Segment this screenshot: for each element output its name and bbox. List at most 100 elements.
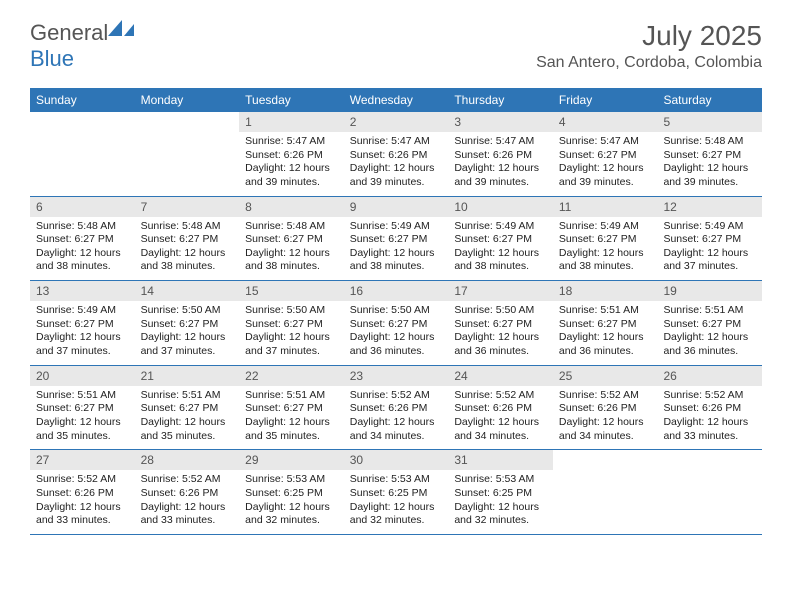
day-cell: 2Sunrise: 5:47 AMSunset: 6:26 PMDaylight… [344, 112, 449, 196]
day-cell: 3Sunrise: 5:47 AMSunset: 6:26 PMDaylight… [448, 112, 553, 196]
day-cell: 30Sunrise: 5:53 AMSunset: 6:25 PMDayligh… [344, 450, 449, 534]
day-cell: 21Sunrise: 5:51 AMSunset: 6:27 PMDayligh… [135, 366, 240, 450]
day-cell: 24Sunrise: 5:52 AMSunset: 6:26 PMDayligh… [448, 366, 553, 450]
empty-day-cell [553, 450, 658, 534]
day-cell: 18Sunrise: 5:51 AMSunset: 6:27 PMDayligh… [553, 281, 658, 365]
day-content: Sunrise: 5:51 AMSunset: 6:27 PMDaylight:… [30, 386, 135, 450]
day-cell: 22Sunrise: 5:51 AMSunset: 6:27 PMDayligh… [239, 366, 344, 450]
day-content: Sunrise: 5:49 AMSunset: 6:27 PMDaylight:… [448, 217, 553, 281]
day-cell: 6Sunrise: 5:48 AMSunset: 6:27 PMDaylight… [30, 197, 135, 281]
day-content: Sunrise: 5:48 AMSunset: 6:27 PMDaylight:… [135, 217, 240, 281]
day-content: Sunrise: 5:49 AMSunset: 6:27 PMDaylight:… [657, 217, 762, 281]
day-content: Sunrise: 5:52 AMSunset: 6:26 PMDaylight:… [657, 386, 762, 450]
day-cell: 13Sunrise: 5:49 AMSunset: 6:27 PMDayligh… [30, 281, 135, 365]
day-number: 1 [239, 112, 344, 132]
day-cell: 27Sunrise: 5:52 AMSunset: 6:26 PMDayligh… [30, 450, 135, 534]
day-number: 10 [448, 197, 553, 217]
day-number: 27 [30, 450, 135, 470]
day-content: Sunrise: 5:47 AMSunset: 6:26 PMDaylight:… [448, 132, 553, 196]
day-number: 23 [344, 366, 449, 386]
day-cell: 28Sunrise: 5:52 AMSunset: 6:26 PMDayligh… [135, 450, 240, 534]
day-number: 8 [239, 197, 344, 217]
day-number: 17 [448, 281, 553, 301]
day-number: 3 [448, 112, 553, 132]
day-content: Sunrise: 5:50 AMSunset: 6:27 PMDaylight:… [135, 301, 240, 365]
day-number: 16 [344, 281, 449, 301]
day-header: Thursday [448, 88, 553, 112]
day-cell: 25Sunrise: 5:52 AMSunset: 6:26 PMDayligh… [553, 366, 658, 450]
logo: General Blue [30, 20, 134, 72]
day-cell: 26Sunrise: 5:52 AMSunset: 6:26 PMDayligh… [657, 366, 762, 450]
day-number: 5 [657, 112, 762, 132]
day-header: Friday [553, 88, 658, 112]
month-title: July 2025 [536, 20, 762, 52]
day-number: 13 [30, 281, 135, 301]
logo-text-general: General [30, 20, 108, 45]
day-header-row: SundayMondayTuesdayWednesdayThursdayFrid… [30, 88, 762, 112]
day-content: Sunrise: 5:53 AMSunset: 6:25 PMDaylight:… [239, 470, 344, 534]
day-number: 30 [344, 450, 449, 470]
day-content: Sunrise: 5:50 AMSunset: 6:27 PMDaylight:… [448, 301, 553, 365]
day-header: Saturday [657, 88, 762, 112]
day-cell: 10Sunrise: 5:49 AMSunset: 6:27 PMDayligh… [448, 197, 553, 281]
week-row: 20Sunrise: 5:51 AMSunset: 6:27 PMDayligh… [30, 366, 762, 451]
day-content: Sunrise: 5:50 AMSunset: 6:27 PMDaylight:… [239, 301, 344, 365]
empty-day-cell [30, 112, 135, 196]
day-content: Sunrise: 5:52 AMSunset: 6:26 PMDaylight:… [553, 386, 658, 450]
day-content: Sunrise: 5:49 AMSunset: 6:27 PMDaylight:… [30, 301, 135, 365]
day-cell: 11Sunrise: 5:49 AMSunset: 6:27 PMDayligh… [553, 197, 658, 281]
week-row: 6Sunrise: 5:48 AMSunset: 6:27 PMDaylight… [30, 197, 762, 282]
day-header: Monday [135, 88, 240, 112]
day-content: Sunrise: 5:52 AMSunset: 6:26 PMDaylight:… [344, 386, 449, 450]
day-number: 15 [239, 281, 344, 301]
day-number: 19 [657, 281, 762, 301]
day-number: 22 [239, 366, 344, 386]
week-row: 27Sunrise: 5:52 AMSunset: 6:26 PMDayligh… [30, 450, 762, 535]
day-cell: 20Sunrise: 5:51 AMSunset: 6:27 PMDayligh… [30, 366, 135, 450]
day-cell: 1Sunrise: 5:47 AMSunset: 6:26 PMDaylight… [239, 112, 344, 196]
header: General Blue July 2025 San Antero, Cordo… [0, 0, 792, 80]
day-content: Sunrise: 5:52 AMSunset: 6:26 PMDaylight:… [30, 470, 135, 534]
logo-sail-icon [108, 20, 134, 38]
day-cell: 9Sunrise: 5:49 AMSunset: 6:27 PMDaylight… [344, 197, 449, 281]
day-number: 28 [135, 450, 240, 470]
day-cell: 16Sunrise: 5:50 AMSunset: 6:27 PMDayligh… [344, 281, 449, 365]
day-content: Sunrise: 5:52 AMSunset: 6:26 PMDaylight:… [135, 470, 240, 534]
day-content: Sunrise: 5:52 AMSunset: 6:26 PMDaylight:… [448, 386, 553, 450]
calendar-grid: SundayMondayTuesdayWednesdayThursdayFrid… [30, 88, 762, 535]
day-number: 14 [135, 281, 240, 301]
day-number: 7 [135, 197, 240, 217]
day-number: 20 [30, 366, 135, 386]
day-content: Sunrise: 5:51 AMSunset: 6:27 PMDaylight:… [657, 301, 762, 365]
day-content: Sunrise: 5:51 AMSunset: 6:27 PMDaylight:… [553, 301, 658, 365]
day-number: 24 [448, 366, 553, 386]
day-cell: 17Sunrise: 5:50 AMSunset: 6:27 PMDayligh… [448, 281, 553, 365]
day-content: Sunrise: 5:49 AMSunset: 6:27 PMDaylight:… [344, 217, 449, 281]
empty-day-cell [135, 112, 240, 196]
day-content: Sunrise: 5:53 AMSunset: 6:25 PMDaylight:… [344, 470, 449, 534]
day-cell: 8Sunrise: 5:48 AMSunset: 6:27 PMDaylight… [239, 197, 344, 281]
day-header: Sunday [30, 88, 135, 112]
day-number: 31 [448, 450, 553, 470]
day-content: Sunrise: 5:47 AMSunset: 6:26 PMDaylight:… [239, 132, 344, 196]
day-number: 4 [553, 112, 658, 132]
empty-day-cell [657, 450, 762, 534]
title-block: July 2025 San Antero, Cordoba, Colombia [536, 20, 762, 72]
day-number: 25 [553, 366, 658, 386]
day-content: Sunrise: 5:50 AMSunset: 6:27 PMDaylight:… [344, 301, 449, 365]
day-content: Sunrise: 5:51 AMSunset: 6:27 PMDaylight:… [135, 386, 240, 450]
day-content: Sunrise: 5:47 AMSunset: 6:26 PMDaylight:… [344, 132, 449, 196]
logo-text: General Blue [30, 20, 134, 72]
day-cell: 15Sunrise: 5:50 AMSunset: 6:27 PMDayligh… [239, 281, 344, 365]
day-content: Sunrise: 5:48 AMSunset: 6:27 PMDaylight:… [657, 132, 762, 196]
day-number: 29 [239, 450, 344, 470]
day-cell: 31Sunrise: 5:53 AMSunset: 6:25 PMDayligh… [448, 450, 553, 534]
day-number: 12 [657, 197, 762, 217]
day-number: 9 [344, 197, 449, 217]
day-cell: 5Sunrise: 5:48 AMSunset: 6:27 PMDaylight… [657, 112, 762, 196]
day-cell: 12Sunrise: 5:49 AMSunset: 6:27 PMDayligh… [657, 197, 762, 281]
day-cell: 19Sunrise: 5:51 AMSunset: 6:27 PMDayligh… [657, 281, 762, 365]
day-cell: 23Sunrise: 5:52 AMSunset: 6:26 PMDayligh… [344, 366, 449, 450]
day-number: 18 [553, 281, 658, 301]
day-number: 2 [344, 112, 449, 132]
